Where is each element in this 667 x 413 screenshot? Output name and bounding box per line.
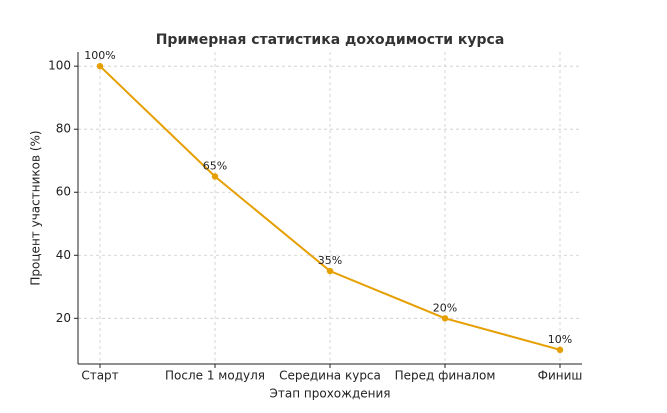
value-label: 35% [318,254,342,267]
chart-title: Примерная статистика доходимости курса [156,32,505,48]
y-axis-label: Процент участников (%) [29,130,43,285]
y-tick-label: 80 [56,122,71,136]
value-label: 65% [203,159,227,172]
value-label: 10% [548,333,572,346]
point [96,62,104,70]
y-tick-label: 20 [56,311,71,325]
x-tick-label: Перед финалом [395,369,496,383]
point [326,267,334,275]
y-tick-label: 100 [48,59,71,73]
value-label: 20% [433,301,457,314]
point [556,346,564,354]
x-tick-label: Середина курса [279,369,381,383]
value-label: 100% [84,49,115,62]
y-tick-label: 60 [56,185,71,199]
x-tick-label: После 1 модуля [165,369,265,383]
x-tick-label: Финиш [538,369,583,383]
point [211,173,219,180]
x-axis-label: Этап прохождения [270,387,391,401]
y-tick-label: 40 [56,248,71,262]
point [441,315,449,322]
x-tick-label: Старт [81,369,118,383]
